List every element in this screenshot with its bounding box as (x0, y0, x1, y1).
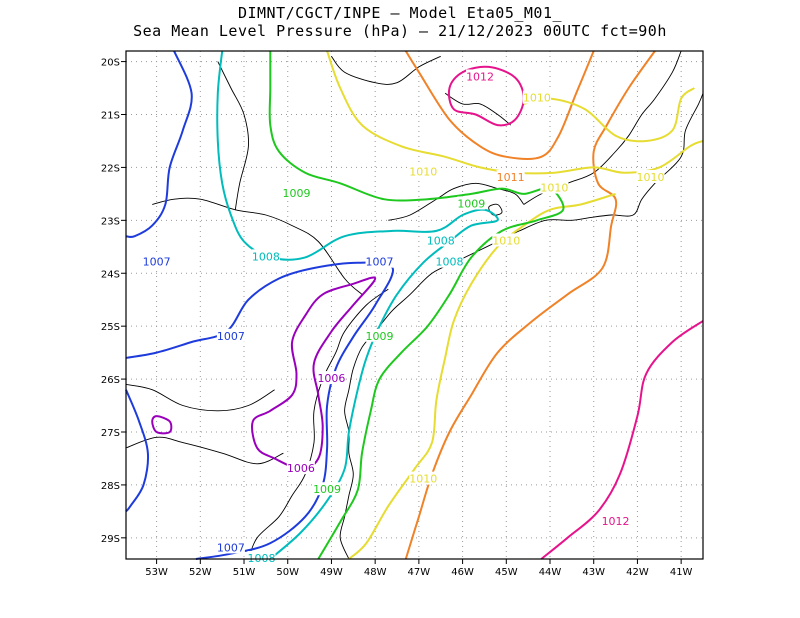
isobar-label-1009: 1009 (366, 330, 394, 343)
isobar-label-1009: 1009 (457, 197, 485, 210)
isobar-1012-0 (447, 65, 525, 127)
coastline-segment-3 (125, 383, 275, 412)
lon-tick-label: 41W (670, 567, 693, 578)
isobar-label-1010: 1010 (523, 92, 551, 105)
lon-tick-label: 43W (582, 567, 605, 578)
lon-tick-label: 47W (408, 567, 431, 578)
coastline-segment-5 (217, 61, 249, 210)
lon-tick-label: 42W (626, 567, 649, 578)
isobar-1009-7 (268, 50, 565, 560)
isobar-label-1007: 1007 (366, 256, 394, 269)
isobar-label-1010: 1010 (492, 235, 520, 248)
isobar-label-1008: 1008 (252, 250, 280, 263)
isobar-label-1008: 1008 (435, 256, 463, 269)
lon-tick-label: 45W (495, 567, 518, 578)
isobar-label-bg (282, 185, 311, 199)
isobar-label-bg (251, 249, 280, 263)
isobar-label-1007: 1007 (143, 256, 171, 269)
isobar-label-bg (409, 164, 438, 178)
isobar-label-bg (365, 254, 394, 268)
isobar-label-bg (247, 551, 276, 564)
isobar-1006-12 (251, 276, 377, 470)
lat-tick-label: 25S (101, 322, 120, 333)
coastline-segment-9 (444, 92, 511, 126)
coastline-segment-10 (488, 203, 503, 216)
coastline-segment-1 (247, 288, 389, 560)
lon-tick-label: 53W (145, 567, 168, 578)
isobar-label-bg (492, 233, 521, 247)
graticule-grid (126, 51, 703, 559)
isobar-label-1010: 1010 (637, 171, 665, 184)
lon-tick-label: 49W (320, 567, 343, 578)
lat-tick-label: 29S (101, 534, 120, 545)
isobar-label-1012: 1012 (602, 515, 630, 528)
lon-tick-label: 51W (233, 567, 256, 578)
isobar-label-bg (216, 540, 245, 554)
lon-tick-label: 50W (276, 567, 299, 578)
isobar-1006-13 (151, 415, 173, 435)
isobar-label-1011: 1011 (497, 171, 525, 184)
isobar-label-bg (216, 328, 245, 342)
coastline-segment-6 (331, 55, 441, 85)
isobar-label-1010: 1010 (540, 182, 568, 195)
isobar-label-bg (457, 196, 486, 210)
isobar-label-bg (636, 170, 665, 183)
isobar-label-bg (601, 513, 630, 527)
isobar-1010-5 (523, 87, 695, 143)
isobar-label-1010: 1010 (409, 473, 437, 486)
isobar-1011-1 (404, 50, 595, 160)
lon-tick-label: 52W (189, 567, 212, 578)
isobar-labels: 1012 1010 1010 1011 1010 1010 1009 1009 1008 1010… (142, 69, 665, 565)
isobar-label-bg (522, 90, 551, 104)
isobar-label-bg (435, 254, 464, 268)
isobar-label-bg (365, 328, 394, 342)
lat-tick-label: 20S (101, 58, 120, 69)
coastline-segment-8 (388, 182, 525, 221)
isobar-label-bg (466, 69, 495, 83)
lon-tick-label: 48W (364, 567, 387, 578)
lat-tick-label: 21S (101, 111, 120, 122)
isobar-label-1006: 1006 (287, 462, 315, 475)
lat-tick-label: 27S (101, 428, 120, 439)
isobar-label-bg (142, 254, 171, 268)
isobar-label-1007: 1007 (217, 330, 245, 343)
isobar-1007-9 (125, 50, 193, 238)
axis-ticks: 53W 52W 51W 50W 49W 48W 47W 46W 45W 44W 43W 42W 41W 2… (101, 58, 693, 578)
lat-tick-label: 26S (101, 375, 120, 386)
isobar-label-bg (426, 233, 455, 247)
isobar-label-bg (317, 371, 346, 385)
lat-tick-label: 23S (101, 216, 120, 227)
isobar-1010-4 (326, 50, 704, 175)
isobar-label-1009: 1009 (313, 483, 341, 496)
isobar-contours (125, 50, 704, 560)
lon-tick-label: 44W (539, 567, 562, 578)
isobar-label-bg (496, 170, 525, 183)
isobar-1012-3 (540, 320, 704, 560)
chart-title-line-2: Sea Mean Level Pressure (hPa) – 21/12/20… (133, 22, 667, 40)
isobar-label-1012: 1012 (466, 70, 494, 83)
isobar-label-1009: 1009 (282, 187, 310, 200)
lon-tick-label: 46W (451, 567, 474, 578)
isobar-label-bg (313, 482, 342, 496)
isobar-1008-8 (216, 50, 499, 560)
map-frame (125, 50, 704, 560)
isobar-label-1006: 1006 (317, 372, 345, 385)
isobar-label-bg (286, 461, 315, 475)
coastline-segment-4 (152, 197, 363, 295)
chart-title-line-1: DIMNT/CGCT/INPE – Model Eta05_M01_ (237, 4, 563, 22)
isobar-label-1007: 1007 (217, 541, 245, 554)
lat-tick-label: 28S (101, 481, 120, 492)
isobar-label-1008: 1008 (427, 235, 455, 248)
lat-tick-label: 24S (101, 269, 120, 280)
isobar-label-1010: 1010 (409, 166, 437, 179)
lat-tick-label: 22S (101, 163, 120, 174)
isobar-label-bg (409, 471, 438, 485)
coastline-segment-2 (125, 436, 284, 465)
isobar-1010-6 (348, 192, 616, 560)
isobar-1011-2 (404, 50, 656, 560)
isobar-1007-11 (125, 389, 150, 513)
isobar-label-bg (540, 180, 569, 194)
